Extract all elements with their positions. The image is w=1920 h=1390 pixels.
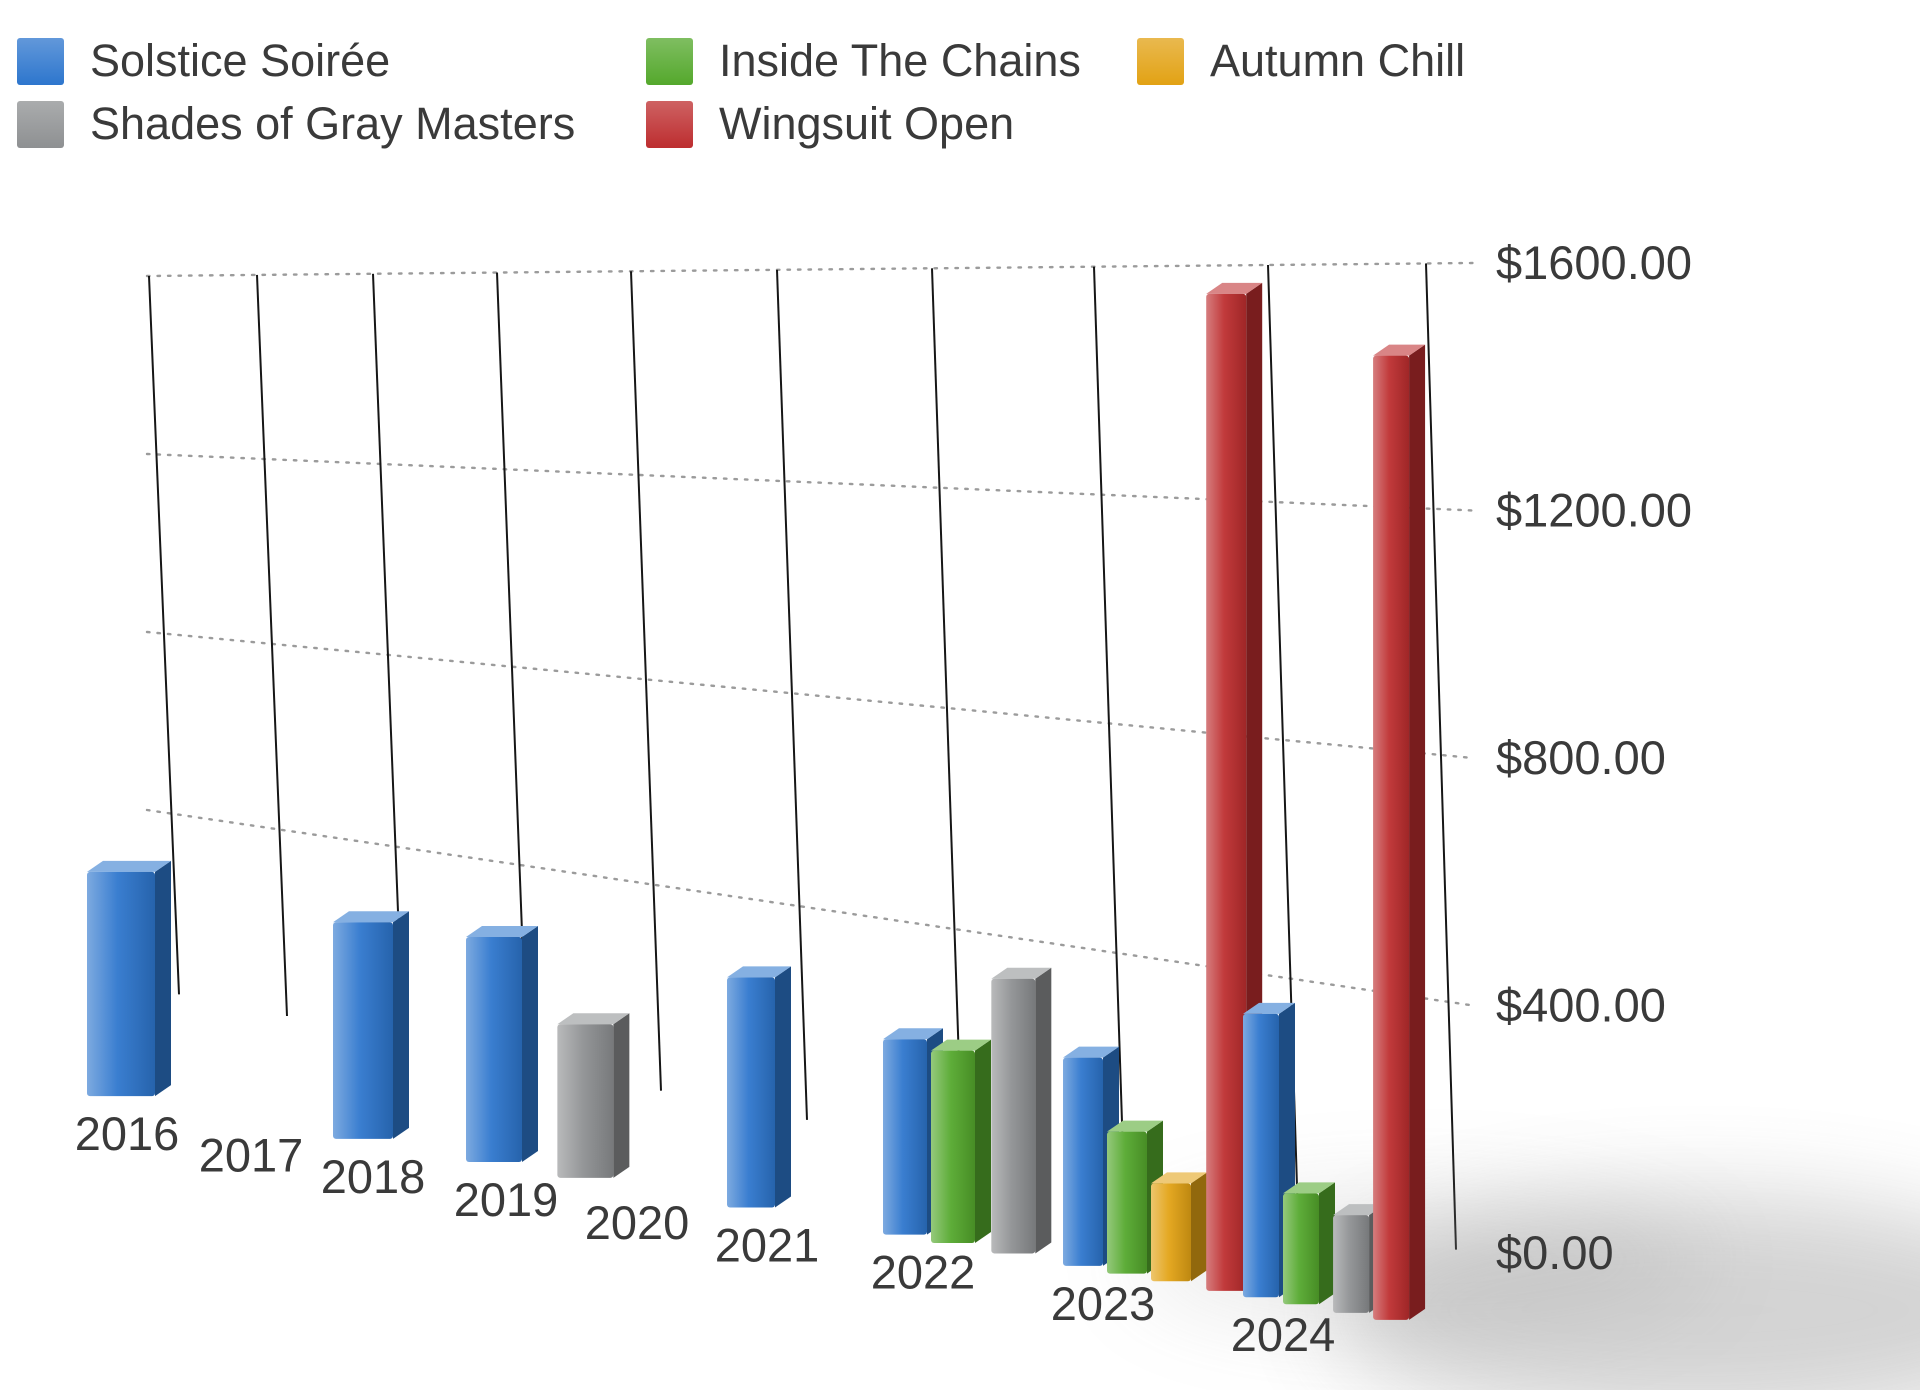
x-axis-label-2019: 2019 xyxy=(454,1173,559,1226)
bar-front-face xyxy=(1107,1131,1147,1274)
legend-swatch-solstice-soiree-icon xyxy=(17,37,64,85)
bar-side-face xyxy=(522,925,538,1163)
x-axis-label-2021: 2021 xyxy=(715,1218,820,1271)
legend-swatch-autumn-chill-icon xyxy=(1137,37,1184,85)
bar-top-face xyxy=(991,967,1052,979)
legend-item-autumn-chill: Autumn Chill xyxy=(1137,35,1466,86)
x-axis-label-2017: 2017 xyxy=(199,1129,304,1182)
bar-front-face xyxy=(333,922,393,1139)
bar-top-face xyxy=(1206,282,1263,294)
bar-front-face xyxy=(991,978,1036,1254)
y-axis-label-1600: $1600.00 xyxy=(1496,236,1692,289)
category-separator-9 xyxy=(1425,263,1457,1250)
y-axis-label-400: $400.00 xyxy=(1496,979,1666,1032)
legend-label: Inside The Chains xyxy=(719,35,1081,86)
floor-shadow-outer xyxy=(1330,1195,1920,1390)
legend-swatch-shades-of-gray-masters-icon xyxy=(17,100,64,148)
legend-label: Autumn Chill xyxy=(1210,35,1466,86)
bar-front-face xyxy=(931,1050,975,1243)
bar-2016-solstice-soiree xyxy=(87,860,171,1097)
bar-2024-wingsuit-open xyxy=(1373,344,1426,1320)
bar-side-face xyxy=(975,1039,991,1243)
gridline-800 xyxy=(145,630,1475,760)
category-separator-5 xyxy=(776,269,808,1120)
legend-item-inside-the-chains: Inside The Chains xyxy=(646,35,1081,86)
bar-2024-inside-the-chains xyxy=(1283,1182,1335,1305)
bar-2021-solstice-soiree xyxy=(727,966,791,1208)
bar-top-face xyxy=(557,1013,630,1025)
bar-top-face xyxy=(466,925,538,937)
bar-side-face xyxy=(775,966,791,1208)
y-axis-label-800: $800.00 xyxy=(1496,731,1666,784)
bar-2023-autumn-chill xyxy=(1151,1172,1207,1282)
bar-side-face xyxy=(1191,1172,1207,1282)
bar-2018-solstice-soiree xyxy=(333,911,409,1139)
bar-front-face xyxy=(87,871,155,1097)
legend-label: Solstice Soirée xyxy=(90,35,391,86)
legend-swatch-inside-the-chains-icon xyxy=(646,37,693,85)
bar-top-face xyxy=(87,860,171,872)
bar-side-face xyxy=(155,860,171,1097)
bar-top-face xyxy=(333,911,409,923)
bar-front-face xyxy=(1283,1193,1319,1305)
gridline-400 xyxy=(145,808,1475,1007)
bar-top-face xyxy=(1243,1002,1295,1014)
bar-side-face xyxy=(1035,967,1052,1254)
bar-front-face xyxy=(1063,1057,1103,1266)
category-separator-0 xyxy=(148,275,180,995)
bar-front-face xyxy=(1333,1215,1370,1313)
bar-front-face xyxy=(466,936,522,1163)
bar-side-face xyxy=(1409,344,1426,1320)
bar-front-face xyxy=(1206,293,1247,1291)
legend-label: Wingsuit Open xyxy=(719,98,1015,149)
bar-side-face xyxy=(393,911,409,1139)
bar-front-face xyxy=(727,977,775,1208)
y-axis-label-0: $0.00 xyxy=(1496,1226,1614,1279)
x-axis-label-2020: 2020 xyxy=(585,1196,690,1249)
bar-front-face xyxy=(1373,355,1410,1320)
x-axis-label-2016: 2016 xyxy=(75,1107,180,1160)
legend-item-wingsuit-open: Wingsuit Open xyxy=(646,98,1015,149)
bar-2022-inside-the-chains xyxy=(931,1039,991,1243)
x-axis-label-2018: 2018 xyxy=(321,1150,426,1203)
bar-top-face xyxy=(931,1039,991,1051)
x-axis-label-2024: 2024 xyxy=(1231,1308,1336,1361)
legend-swatch-wingsuit-open-icon xyxy=(646,100,693,148)
bar-top-face xyxy=(1063,1046,1119,1058)
x-axis-label-2022: 2022 xyxy=(871,1246,976,1299)
bar-top-face xyxy=(1151,1172,1207,1184)
bar-2019-shades-of-gray-masters xyxy=(557,1013,630,1178)
bar-side-face xyxy=(613,1013,630,1178)
bar-2022-shades-of-gray-masters xyxy=(991,967,1052,1254)
bar-top-face xyxy=(1107,1120,1163,1132)
bar-front-face xyxy=(883,1039,927,1235)
bar-top-face xyxy=(883,1028,943,1040)
y-axis-label-1200: $1200.00 xyxy=(1496,484,1692,537)
bar-2019-solstice-soiree xyxy=(466,925,538,1163)
category-separator-4 xyxy=(630,271,662,1091)
x-axis-label-2023: 2023 xyxy=(1051,1277,1156,1330)
category-separator-1 xyxy=(256,274,288,1017)
bar-front-face xyxy=(1151,1183,1191,1282)
bar-front-face xyxy=(1243,1013,1279,1298)
legend-label: Shades of Gray Masters xyxy=(90,98,576,149)
gridline-1600 xyxy=(145,261,1475,278)
category-separator-6 xyxy=(931,268,963,1151)
bar-side-face xyxy=(1319,1182,1335,1305)
bar-front-face xyxy=(557,1024,614,1178)
bar-top-face xyxy=(727,966,791,978)
chart-legend: Solstice Soirée Inside The Chains Autumn C… xyxy=(0,0,1920,180)
bar-top-face xyxy=(1373,344,1426,356)
category-separator-7 xyxy=(1093,266,1125,1184)
bar-top-face xyxy=(1333,1204,1386,1216)
legend-item-solstice-soiree: Solstice Soirée xyxy=(17,35,391,86)
bar-top-face xyxy=(1283,1182,1335,1194)
legend-item-shades-of-gray-masters: Shades of Gray Masters xyxy=(17,98,576,149)
